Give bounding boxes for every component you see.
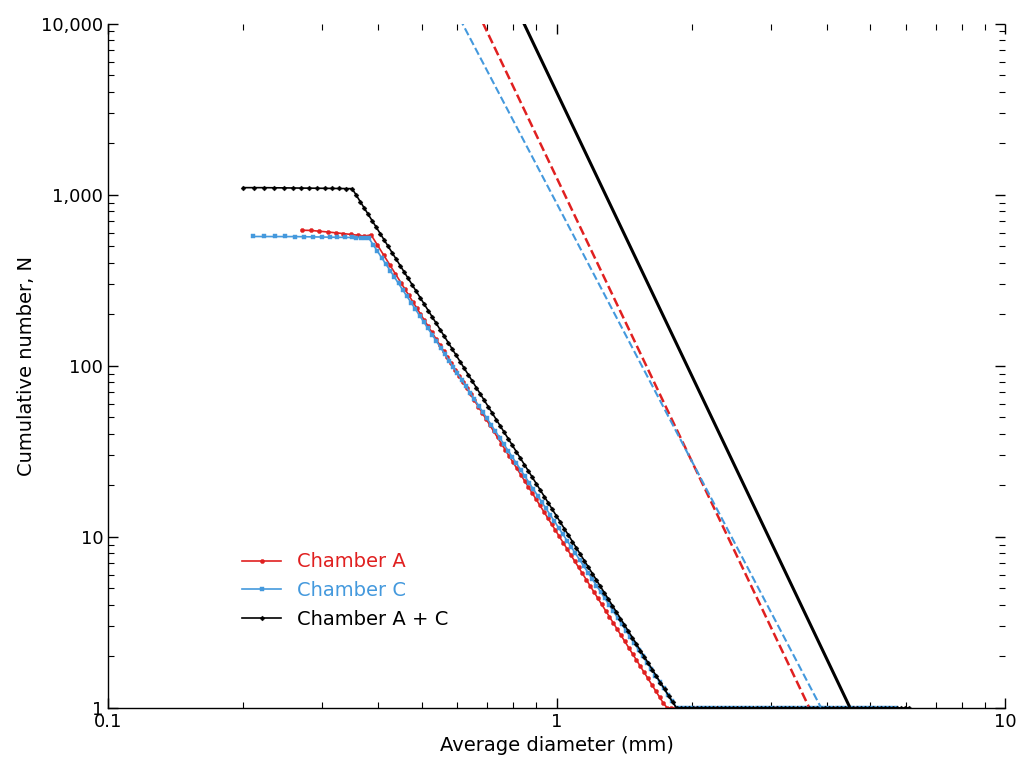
Chamber A bbox=[537, 507, 550, 516]
Line: Chamber C: Chamber C bbox=[251, 235, 898, 710]
Chamber C bbox=[889, 703, 902, 713]
Chamber C bbox=[494, 433, 506, 442]
Chamber A bbox=[661, 703, 674, 713]
Chamber C bbox=[323, 232, 336, 242]
Chamber A bbox=[468, 396, 480, 405]
Chamber A + C bbox=[325, 184, 338, 193]
Chamber C bbox=[675, 703, 687, 713]
Chamber A bbox=[452, 371, 465, 381]
Chamber A bbox=[351, 231, 364, 240]
Chamber A + C bbox=[374, 229, 386, 239]
Legend: Chamber A, Chamber C, Chamber A + C: Chamber A, Chamber C, Chamber A + C bbox=[234, 544, 456, 637]
Chamber A bbox=[854, 703, 867, 713]
Y-axis label: Cumulative number, N: Cumulative number, N bbox=[17, 256, 36, 476]
Chamber C bbox=[247, 232, 259, 241]
Chamber A bbox=[826, 703, 839, 713]
Chamber A bbox=[823, 703, 836, 713]
Chamber C bbox=[818, 703, 831, 713]
Line: Chamber A + C: Chamber A + C bbox=[242, 186, 910, 709]
Chamber A + C bbox=[803, 703, 815, 713]
Chamber A + C bbox=[726, 703, 739, 713]
Chamber C bbox=[805, 703, 817, 713]
Chamber A + C bbox=[670, 703, 683, 713]
Chamber A + C bbox=[899, 703, 911, 713]
Chamber C bbox=[258, 232, 271, 241]
Line: Chamber A: Chamber A bbox=[300, 229, 863, 710]
Chamber A + C bbox=[903, 703, 915, 713]
Chamber A + C bbox=[237, 183, 249, 192]
Chamber A bbox=[295, 225, 308, 235]
X-axis label: Average diameter (mm): Average diameter (mm) bbox=[440, 736, 674, 755]
Chamber C bbox=[864, 703, 876, 713]
Chamber A + C bbox=[562, 530, 574, 540]
